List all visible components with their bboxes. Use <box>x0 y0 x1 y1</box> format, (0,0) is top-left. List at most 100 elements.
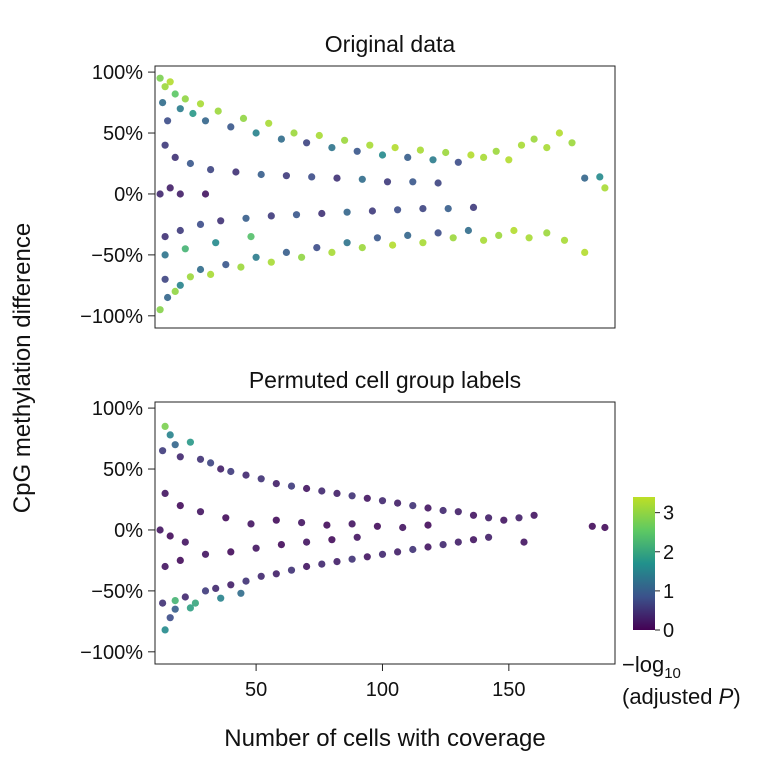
scatter-point <box>166 431 174 439</box>
scatter-point <box>434 179 442 187</box>
scatter-point <box>505 156 513 164</box>
scatter-point <box>341 136 349 144</box>
colorbar-tick-label: 3 <box>663 503 674 525</box>
scatter-point <box>196 265 205 274</box>
y-tick-label: −100% <box>80 306 143 328</box>
scatter-point <box>272 480 280 488</box>
x-tick-label: 50 <box>245 679 267 701</box>
y-tick-label: 50% <box>103 459 143 481</box>
scatter-point <box>328 144 336 152</box>
scatter-point <box>333 558 341 566</box>
scatter-point <box>171 153 179 161</box>
scatter-point <box>161 83 169 91</box>
scatter-point <box>444 205 452 213</box>
scatter-point <box>303 484 311 493</box>
scatter-point <box>416 146 424 154</box>
scatter-point <box>454 158 462 166</box>
scatter-point <box>543 144 551 152</box>
scatter-point <box>201 587 210 595</box>
colorbar-gradient <box>633 497 655 630</box>
x-axis: 50 100 150 <box>245 664 526 701</box>
scatter-point <box>409 545 417 554</box>
scatter-point <box>166 78 174 86</box>
scatter-point <box>439 506 447 515</box>
scatter-point <box>257 170 265 179</box>
scatter-point <box>287 566 296 574</box>
scatter-point <box>391 144 399 152</box>
scatter-point <box>201 550 210 558</box>
scatter-point <box>530 135 538 143</box>
scatter-point <box>171 441 179 449</box>
scatter-point <box>348 492 356 500</box>
scatter-point <box>454 538 462 546</box>
scatter-point <box>196 455 205 463</box>
scatter-point <box>252 253 260 261</box>
scatter-point <box>467 151 475 159</box>
scatter-point <box>404 153 412 161</box>
y-axis-original: 100% 50% 0% −50% −100% <box>80 62 155 328</box>
scatter-point <box>282 172 290 180</box>
y-tick-label: 50% <box>103 123 143 145</box>
scatter-point <box>252 129 260 137</box>
scatter-point <box>189 109 197 118</box>
scatter-point <box>237 263 245 271</box>
scatter-point <box>368 207 376 215</box>
scatter-point <box>196 220 205 228</box>
panel-original: Original data 100% 50% 0% −50% −100% <box>80 31 616 329</box>
scatter-point <box>252 544 260 552</box>
scatter-point <box>469 511 478 519</box>
scatter-point <box>161 141 169 149</box>
scatter-point <box>176 105 184 113</box>
scatter-point <box>560 236 569 244</box>
scatter-point <box>272 570 280 578</box>
points-permuted <box>156 422 609 634</box>
scatter-point <box>176 502 184 510</box>
scatter-point <box>366 141 374 149</box>
scatter-point <box>159 447 167 455</box>
colorbar-ticks: 0 1 2 3 <box>655 503 674 642</box>
scatter-point <box>581 174 589 182</box>
scatter-point <box>232 168 240 176</box>
scatter-point <box>166 532 174 540</box>
panel-permuted: Permuted cell group labels 100% 50% 0% −50%… <box>80 367 616 665</box>
y-tick-label: 100% <box>92 398 143 420</box>
panel-title-original: Original data <box>325 31 456 57</box>
scatter-point <box>383 178 392 186</box>
scatter-point <box>227 581 235 589</box>
scatter-point <box>303 562 311 571</box>
scatter-point <box>277 135 285 143</box>
colorbar: 0 1 2 3 −log10 (adjusted P) <box>622 497 741 709</box>
scatter-point <box>290 129 298 137</box>
scatter-point <box>166 614 174 622</box>
scatter-point <box>161 233 169 241</box>
scatter-point <box>378 151 387 159</box>
scatter-point <box>389 241 397 249</box>
scatter-point <box>328 248 336 256</box>
scatter-point <box>267 258 275 266</box>
scatter-point <box>222 514 230 522</box>
shared-x-axis-label: Number of cells with coverage <box>224 725 545 752</box>
scatter-point <box>212 584 220 593</box>
scatter-point <box>217 594 225 602</box>
scatter-point <box>495 231 503 239</box>
scatter-point <box>378 550 387 558</box>
scatter-point <box>348 520 356 528</box>
scatter-point <box>207 270 215 278</box>
scatter-point <box>520 538 528 546</box>
scatter-point <box>485 533 493 541</box>
scatter-point <box>318 560 326 568</box>
scatter-point <box>373 234 381 242</box>
scatter-point <box>298 253 306 261</box>
y-axis-permuted: 100% 50% 0% −50% −100% <box>80 398 155 664</box>
scatter-point <box>454 508 462 516</box>
colorbar-title-p: P <box>719 684 734 709</box>
scatter-point <box>469 203 478 211</box>
colorbar-title-line2: (adjusted P) <box>622 684 741 709</box>
scatter-point <box>555 129 564 137</box>
scatter-point <box>515 514 523 522</box>
scatter-point <box>227 123 235 131</box>
scatter-point <box>265 119 273 127</box>
scatter-point <box>181 245 189 253</box>
scatter-point <box>596 173 604 181</box>
scatter-point <box>161 275 169 283</box>
